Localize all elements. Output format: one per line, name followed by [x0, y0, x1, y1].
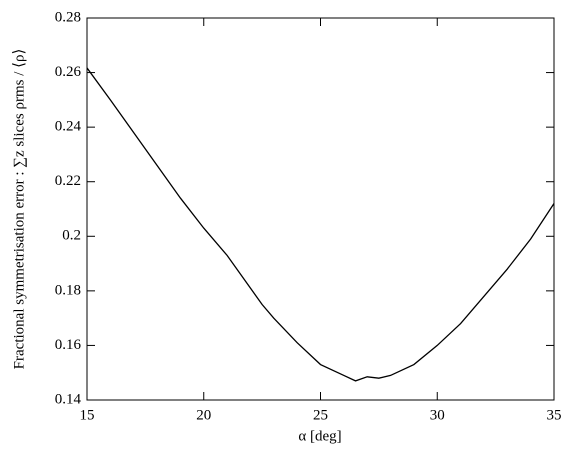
y-axis-label: Fractional symmetrisation error : ∑z sli…: [11, 49, 27, 370]
y-tick-label: 0.22: [55, 173, 81, 189]
x-tick-label: 20: [196, 407, 211, 423]
x-tick-label: 25: [313, 407, 328, 423]
y-tick-label: 0.24: [55, 119, 82, 135]
x-axis-label: α [deg]: [298, 428, 341, 444]
x-tick-label: 30: [430, 407, 445, 423]
y-tick-label: 0.18: [55, 282, 81, 298]
plot-frame: [86, 17, 555, 401]
y-tick-label: 0.14: [55, 391, 82, 407]
x-tick-label: 35: [547, 407, 562, 423]
data-line: [86, 67, 555, 382]
y-tick-label: 0.2: [62, 228, 81, 244]
y-tick-label: 0.28: [55, 9, 81, 25]
x-tick-label: 15: [80, 407, 95, 423]
y-tick-label: 0.16: [55, 337, 82, 353]
y-tick-label: 0.26: [55, 64, 82, 80]
